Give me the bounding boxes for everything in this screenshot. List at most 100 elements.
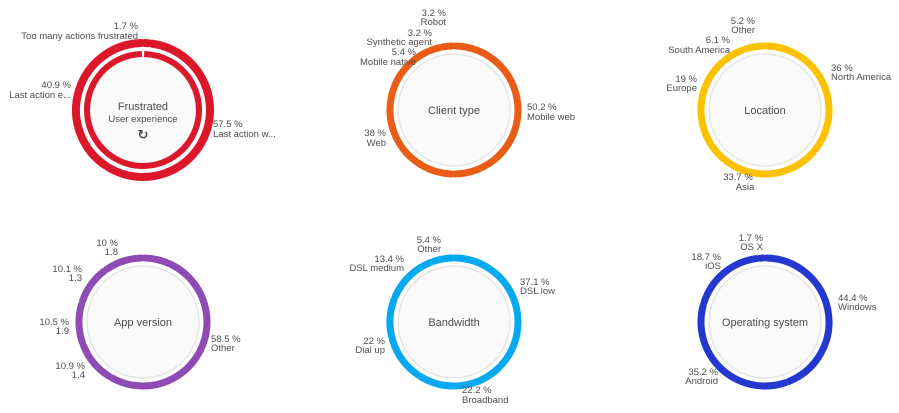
chart-title: Location <box>744 105 786 117</box>
slice-pct: 18.7 % <box>691 252 721 263</box>
donut-slice-1[interactable] <box>697 301 789 390</box>
donut-slice-3[interactable] <box>427 44 443 54</box>
slice-name: Mobile web <box>527 112 575 123</box>
inner-ring <box>708 53 822 167</box>
slice-name: Robot <box>421 17 447 28</box>
slice-pct: 40.9 % <box>41 80 71 91</box>
slice-pct: 1.7 % <box>114 21 139 32</box>
donut-slice-3[interactable] <box>721 46 747 64</box>
donut-slice-0[interactable] <box>451 42 522 178</box>
donut-slice-1[interactable] <box>386 60 455 178</box>
chart-title: Operating system <box>722 317 808 329</box>
slice-pct: 5.4 % <box>392 47 417 58</box>
slice-pct: 50.2 % <box>527 102 557 113</box>
slice-name: North America <box>831 72 892 83</box>
chart-location-arcs[interactable] <box>697 42 833 178</box>
donut-slice-0[interactable] <box>763 254 833 385</box>
inner-ring <box>397 53 511 167</box>
donut-inner-ring <box>84 51 202 169</box>
slice-name: 1.4 <box>72 370 85 381</box>
slice-pct: 10 % <box>96 238 118 249</box>
slice-name: Synthetic agent <box>367 37 433 48</box>
slice-pct: 3.2 % <box>422 8 447 19</box>
inner-ring <box>397 265 511 379</box>
slice-name: Other <box>731 25 755 36</box>
slice-name: Windows <box>838 302 877 313</box>
donut-slice-2[interactable] <box>408 48 431 66</box>
donut-slice-1[interactable] <box>701 129 817 178</box>
slice-name: Web <box>367 138 386 149</box>
chart-operating-system[interactable]: Operating system 44.4 % Windows 35.2 % A… <box>685 233 877 390</box>
slice-pct: 10.9 % <box>55 361 85 372</box>
slice-name: Too many actions frustrated <box>21 31 138 42</box>
chart-location[interactable]: Location 36 % North America 33.7 % Asia … <box>666 16 892 193</box>
slice-pct: 22 % <box>363 336 385 347</box>
slice-name: Other <box>211 343 235 354</box>
slice-pct: 44.4 % <box>838 293 868 304</box>
slice-pct: 10.5 % <box>39 317 69 328</box>
donut-slice-4[interactable] <box>439 42 456 51</box>
slice-pct: 3.2 % <box>408 28 433 39</box>
donut-slice-2[interactable] <box>72 39 146 170</box>
chart-bandwidth-arcs[interactable] <box>386 254 522 390</box>
slice-name: 1.3 <box>69 273 82 284</box>
refresh-icon[interactable]: ↻ <box>138 127 149 142</box>
donut-slice-0[interactable] <box>108 254 211 390</box>
slice-name: Last action e... <box>9 90 71 101</box>
donut-slice-0[interactable] <box>452 254 522 369</box>
slice-pct: 57.5 % <box>213 119 243 130</box>
donut-slice-0[interactable] <box>763 42 833 153</box>
slice-name: Asia <box>736 182 755 193</box>
donut-slice-2[interactable] <box>700 255 760 306</box>
slice-pct: 36 % <box>831 63 853 74</box>
chart-app-version[interactable]: App version 58.5 % Other 10.9 % 1.4 10.5… <box>39 238 241 390</box>
slice-pct: 5.2 % <box>731 16 756 27</box>
slice-name: Mobile native <box>360 57 416 68</box>
chart-app-version-arcs[interactable] <box>75 254 211 390</box>
chart-client-type-arcs[interactable] <box>386 42 522 178</box>
donut-slice-2[interactable] <box>75 300 86 346</box>
chart-title: Frustrated <box>118 101 168 113</box>
chart-title: Bandwidth <box>428 317 479 329</box>
slice-name: OS X <box>740 242 763 253</box>
chart-operating-system-arcs[interactable] <box>697 254 833 390</box>
slice-name: 1.9 <box>56 326 69 337</box>
slice-pct: 38 % <box>364 128 386 139</box>
inner-ring <box>86 265 200 379</box>
donut-slice-1[interactable] <box>104 39 214 181</box>
slice-name: iOS <box>705 261 721 272</box>
donut-slice-4[interactable] <box>430 254 456 265</box>
chart-title: Client type <box>428 105 480 117</box>
donut-slice-1[interactable] <box>80 342 113 380</box>
donut-slice-3[interactable] <box>392 258 435 300</box>
donut-slice-4[interactable] <box>103 254 145 273</box>
chart-frustrated-arcs[interactable] <box>72 39 214 181</box>
slice-name: DSL low <box>520 286 555 297</box>
chart-bandwidth[interactable]: Bandwidth 37.1 % DSL low 22.2 % Broadban… <box>349 235 555 406</box>
slice-name: Last action w... <box>213 129 276 140</box>
slice-name: Android <box>685 376 718 387</box>
slice-pct: 33.7 % <box>723 172 753 183</box>
slice-pct: 22.2 % <box>462 385 492 396</box>
slice-pct: 10.1 % <box>52 264 82 275</box>
slice-name: South America <box>668 45 730 56</box>
slice-pct: 19 % <box>675 74 697 85</box>
slice-pct: 5.4 % <box>417 235 442 246</box>
chart-client-type[interactable]: Client type 50.2 % Mobile web 38 % Web 5… <box>360 8 575 178</box>
slice-name: DSL medium <box>349 263 404 274</box>
slice-name: Other <box>417 244 441 255</box>
donut-slice-3[interactable] <box>79 267 108 305</box>
chart-subtitle: User experience <box>108 114 177 125</box>
donut-slice-2[interactable] <box>386 295 421 379</box>
donut-slice-4[interactable] <box>742 42 767 53</box>
slice-name: Dial up <box>355 345 385 356</box>
chart-frustrated[interactable]: Frustrated User experience ↻ 1.7 % Too m… <box>9 21 276 181</box>
inner-ring <box>708 265 822 379</box>
slice-pct: 6.1 % <box>706 35 731 46</box>
donut-slice-2[interactable] <box>697 59 726 133</box>
slice-pct: 35.2 % <box>688 367 718 378</box>
donut-slice-1[interactable] <box>416 363 503 390</box>
chart-title: App version <box>114 317 172 329</box>
